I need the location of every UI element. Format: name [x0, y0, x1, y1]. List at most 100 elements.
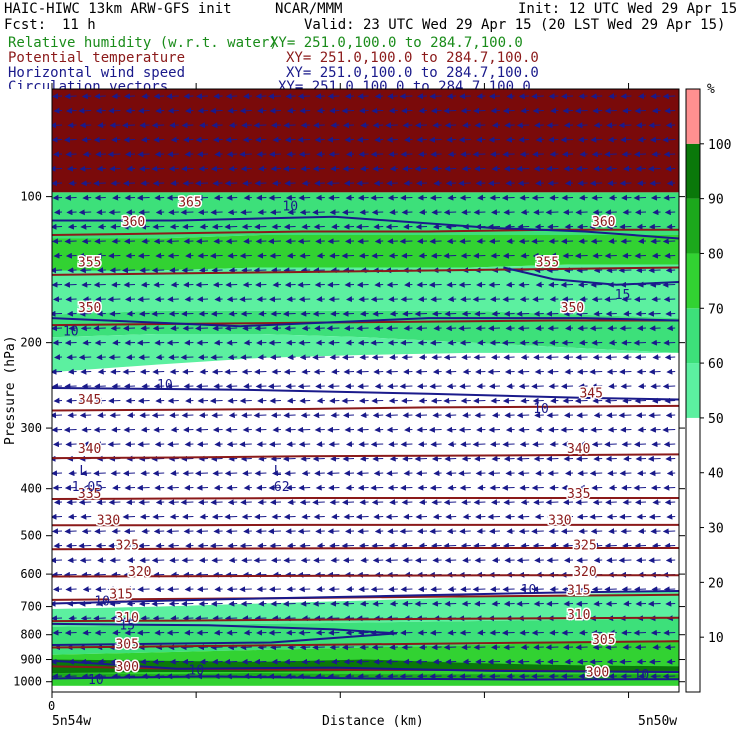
circulation-vector [649, 325, 661, 332]
circulation-vector [607, 470, 617, 477]
circulation-vector [241, 412, 252, 419]
circulation-vector [52, 93, 63, 100]
circulation-vector [255, 238, 267, 245]
circulation-vector [638, 528, 647, 535]
circulation-vector [108, 209, 121, 216]
circulation-vector [300, 267, 311, 274]
circulation-vector [184, 151, 194, 158]
circulation-vector [254, 658, 267, 665]
circulation-vector [124, 673, 136, 680]
circulation-vector [520, 499, 530, 506]
circulation-vector [78, 354, 92, 361]
circulation-vector [213, 238, 223, 245]
circulation-vector [373, 325, 384, 332]
circulation-vector [608, 383, 617, 390]
colorbar-swatch [686, 637, 700, 692]
circulation-vector [343, 223, 355, 230]
circulation-vector [623, 455, 632, 462]
circulation-vector [662, 238, 676, 245]
circulation-vector [283, 658, 296, 665]
circulation-vector [590, 528, 603, 535]
circulation-vector [330, 412, 340, 419]
circulation-vector [414, 165, 428, 172]
circulation-vector [650, 528, 661, 535]
circulation-vector [492, 557, 501, 564]
circulation-vector [258, 310, 267, 317]
wind-speed-label: 10 [88, 673, 104, 688]
circulation-vector [185, 252, 194, 259]
circulation-vector [181, 557, 194, 564]
circulation-vector [81, 426, 92, 433]
circulation-vector [107, 151, 121, 158]
circulation-vector [166, 383, 179, 390]
circulation-vector [503, 165, 515, 172]
circulation-vector [94, 383, 106, 390]
circulation-vector [564, 412, 574, 419]
circulation-vector [578, 194, 588, 201]
circulation-vector [95, 151, 106, 158]
circulation-vector [63, 571, 77, 578]
circulation-vector [577, 470, 588, 477]
wind-speed-label: 15 [119, 619, 135, 634]
circulation-vector [355, 223, 369, 230]
circulation-vector [574, 107, 588, 114]
circulation-vector [65, 252, 77, 259]
circulation-vector [370, 441, 384, 448]
circulation-vector [476, 383, 486, 390]
circulation-vector [300, 557, 311, 564]
circulation-vector [532, 542, 544, 549]
circulation-vector [414, 455, 428, 462]
circulation-vector [663, 586, 676, 593]
circulation-vector [459, 383, 471, 390]
circulation-vector [195, 136, 209, 143]
circulation-vector [80, 470, 92, 477]
circulation-vector [341, 397, 355, 404]
circulation-vector [531, 528, 544, 535]
circulation-vector [492, 122, 501, 129]
circulation-vector [326, 180, 340, 187]
circulation-vector [243, 484, 252, 491]
circulation-vector [256, 586, 267, 593]
circulation-vector [140, 281, 150, 288]
circulation-vector [78, 209, 92, 216]
circulation-vector [664, 499, 676, 506]
circulation-vector [637, 136, 647, 143]
circulation-vector [298, 484, 311, 491]
circulation-vector [122, 122, 136, 129]
circulation-vector [312, 354, 325, 361]
circulation-vector [111, 383, 121, 390]
circulation-vector [589, 513, 603, 520]
circulation-vector [518, 426, 530, 433]
circulation-vector [240, 310, 252, 317]
circulation-vector [462, 557, 471, 564]
circulation-vector [342, 354, 355, 361]
circulation-vector [197, 441, 209, 448]
circulation-vector [430, 441, 442, 448]
circulation-vector [211, 122, 223, 129]
circulation-vector [385, 513, 398, 520]
circulation-vector [180, 209, 194, 216]
theta-label: 360 [592, 215, 615, 230]
circulation-vector [503, 644, 515, 651]
circulation-vector [608, 528, 617, 535]
circulation-vector [371, 644, 384, 651]
circulation-vector [151, 122, 165, 129]
circulation-vector [225, 528, 238, 535]
circulation-vector [314, 180, 325, 187]
circulation-vector [52, 281, 63, 288]
circulation-vector [575, 499, 588, 506]
circulation-vector [54, 209, 63, 216]
circulation-vector [268, 383, 282, 390]
circulation-vector [181, 600, 194, 607]
circulation-vector [182, 615, 194, 622]
circulation-vector [546, 412, 559, 419]
circulation-vector [52, 339, 63, 346]
circulation-vector [374, 136, 384, 143]
circulation-vector [224, 368, 238, 375]
circulation-vector [459, 528, 471, 535]
circulation-vector [501, 339, 515, 346]
circulation-vector [634, 441, 647, 448]
circulation-vector [549, 151, 559, 158]
circulation-vector [372, 310, 384, 317]
circulation-vector [520, 209, 530, 216]
